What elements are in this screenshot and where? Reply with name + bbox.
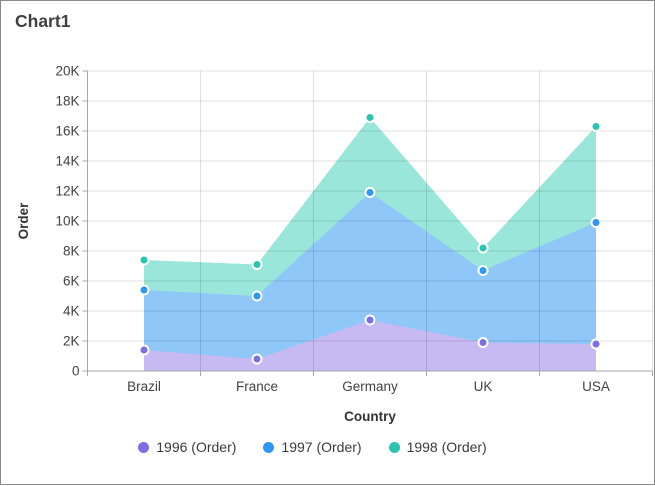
marker-1998-order-germany[interactable] xyxy=(364,112,376,123)
marker-1998-order-brazil[interactable] xyxy=(138,254,150,266)
marker-1997-order-brazil[interactable] xyxy=(138,284,150,296)
gridlines-layer xyxy=(87,70,653,371)
y-tick-label-10K: 10K xyxy=(55,214,79,229)
y-axis-title: Order xyxy=(16,202,31,240)
y-tick-label-14K: 14K xyxy=(55,154,79,169)
marker-1998-order-uk[interactable] xyxy=(477,242,489,254)
x-tick-label-uk: UK xyxy=(474,379,493,394)
marker-1996-order-france[interactable] xyxy=(251,353,263,365)
x-tick-label-usa: USA xyxy=(582,379,610,394)
legend-item-1997-order[interactable]: 1997 (Order) xyxy=(263,439,362,455)
marker-1996-order-germany[interactable] xyxy=(364,314,376,326)
legend-marker-icon xyxy=(388,441,400,453)
axes-layer xyxy=(82,70,653,376)
data-markers-layer xyxy=(138,112,602,365)
legend-item-1996-order[interactable]: 1996 (Order) xyxy=(138,439,236,455)
y-tick-label-4K: 4K xyxy=(63,304,80,319)
marker-1997-order-germany[interactable] xyxy=(364,187,376,198)
area-1996-order xyxy=(144,320,596,371)
x-tick-label-brazil: Brazil xyxy=(127,379,161,394)
legend-marker-icon xyxy=(263,441,275,453)
marker-1997-order-uk[interactable] xyxy=(477,265,489,276)
x-axis-title: Country xyxy=(344,409,396,424)
marker-1996-order-uk[interactable] xyxy=(477,337,489,348)
y-tick-label-2K: 2K xyxy=(63,334,80,349)
marker-1997-order-usa[interactable] xyxy=(590,217,602,228)
chart-title: Chart1 xyxy=(15,11,71,31)
area-1997-order xyxy=(144,192,596,371)
y-tick-label-8K: 8K xyxy=(63,244,80,259)
legend-label: 1998 (Order) xyxy=(406,439,487,455)
y-tick-label-16K: 16K xyxy=(55,124,79,139)
marker-1996-order-brazil[interactable] xyxy=(138,344,150,356)
y-tick-label-18K: 18K xyxy=(55,94,79,109)
marker-1996-order-usa[interactable] xyxy=(590,338,602,350)
legend-label: 1997 (Order) xyxy=(281,439,362,455)
chart-legend: 1996 (Order) 1997 (Order) 1998 (Order) xyxy=(1,437,624,457)
y-tick-label-6K: 6K xyxy=(63,274,80,289)
legend-label: 1996 (Order) xyxy=(156,439,237,455)
legend-marker-icon xyxy=(138,441,150,453)
y-tick-label-0: 0 xyxy=(72,364,80,379)
x-tick-label-germany: Germany xyxy=(342,379,398,394)
area-series-layer xyxy=(144,117,596,371)
y-tick-label-20K: 20K xyxy=(55,64,79,79)
legend-item-1998-order[interactable]: 1998 (Order) xyxy=(388,439,487,455)
marker-1998-order-usa[interactable] xyxy=(590,121,602,132)
x-tick-label-france: France xyxy=(236,379,278,394)
y-tick-label-12K: 12K xyxy=(55,184,79,199)
marker-1997-order-france[interactable] xyxy=(251,290,263,302)
axis-labels-layer: 0 2K 4K 6K 8K 10K 12K 14K 16K 18K 20K Brazil France G… xyxy=(55,64,609,395)
marker-1998-order-france[interactable] xyxy=(251,259,263,270)
